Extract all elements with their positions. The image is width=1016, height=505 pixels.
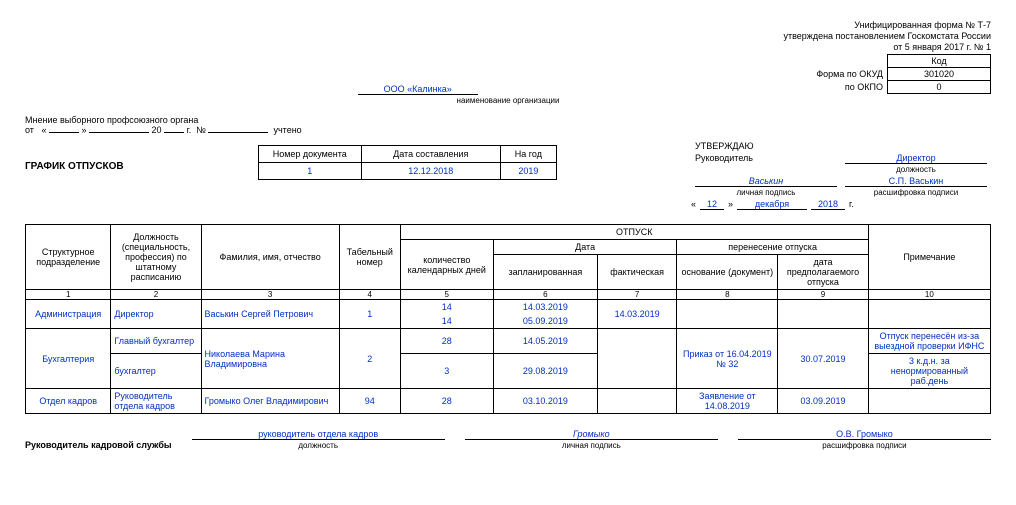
opinion-day [49, 132, 79, 133]
opinion-ot: от [25, 125, 34, 135]
footer-label: Руководитель кадровой службы [25, 440, 172, 450]
col-4: Табельный номер [339, 225, 400, 290]
meta-v2: 12.12.2018 [361, 163, 500, 180]
col-3: Фамилия, имя, отчество [201, 225, 339, 290]
meta-h3: На год [500, 146, 556, 163]
opinion-year [164, 132, 184, 133]
org-sublabel: наименование организации [457, 96, 560, 105]
form-line2: утверждена постановлением Госкомстата Ро… [783, 31, 991, 42]
opinion-uchteno: учтено [273, 125, 301, 135]
q1: « [41, 125, 46, 135]
approve-year: 2018 [811, 199, 845, 210]
approve-title: УТВЕРЖДАЮ [691, 141, 841, 151]
doc-meta-table: Номер документа Дата составления На год … [258, 145, 557, 180]
approve-sign-label: личная подпись [737, 188, 796, 197]
okpo-value: 0 [888, 81, 991, 94]
approve-position: Директор [845, 153, 987, 164]
approve-decode: С.П. Васькин [845, 176, 987, 187]
col-9: дата предполагаемого отпуска [778, 255, 869, 290]
meta-v3: 2019 [500, 163, 556, 180]
approve-day: 12 [700, 199, 724, 210]
col-perenos: перенесение отпуска [677, 240, 868, 255]
col-5: количество календарных дней [400, 240, 493, 290]
col-data: Дата [493, 240, 677, 255]
opinion-month [89, 132, 149, 133]
footer-sign-label: личная подпись [562, 441, 621, 450]
col-10: Примечание [868, 225, 990, 290]
approve-block: УТВЕРЖДАЮ Руководитель Директордолжность… [691, 141, 991, 212]
meta-h1: Номер документа [258, 146, 361, 163]
okud-value: 301020 [888, 68, 991, 81]
opinion-line1: Мнение выборного профсоюзного органа [25, 115, 198, 125]
approve-ruk: Руководитель [691, 153, 841, 174]
col-7: фактическая [597, 255, 677, 290]
approve-decode-label: расшифровка подписи [874, 188, 958, 197]
col-6: запланированная [493, 255, 597, 290]
approve-sign: Васькин [695, 176, 837, 187]
opinion-g: г. [187, 125, 192, 135]
approve-g: г. [849, 199, 854, 210]
kod-label: Код [888, 55, 991, 68]
meta-v1: 1 [258, 163, 361, 180]
approve-month: декабря [737, 199, 807, 210]
q2: » [82, 125, 87, 135]
org-name: ООО «Калинка» [358, 84, 478, 95]
form-line1: Унифицированная форма № Т-7 [783, 20, 991, 31]
okud-label: Форма по ОКУД [810, 68, 887, 81]
col-1: Структурное подразделение [26, 225, 111, 290]
footer-block: Руководитель кадровой службы руководител… [25, 429, 991, 450]
col-8: основание (документ) [677, 255, 778, 290]
opinion-block: Мнение выборного профсоюзного органа от … [25, 115, 991, 135]
opinion-numval [208, 132, 268, 133]
col-otpusk: ОТПУСК [400, 225, 868, 240]
form-line3: от 5 января 2017 г. № 1 [783, 42, 991, 53]
meta-h2: Дата составления [361, 146, 500, 163]
footer-sign: Громыко [465, 429, 718, 440]
vacation-table: Структурное подразделение Должность (спе… [25, 224, 991, 414]
col-2: Должность (специальность, профессия) по … [111, 225, 201, 290]
table-row: Администрация Директор Васькин Сергей Пе… [26, 300, 991, 315]
footer-pos: руководитель отдела кадров [192, 429, 445, 440]
opinion-year-prefix: 20 [152, 125, 162, 135]
table-row: Бухгалтерия Главный бухгалтер Николаева … [26, 329, 991, 354]
okpo-label: по ОКПО [810, 81, 887, 94]
code-table: Код Форма по ОКУД301020 по ОКПО0 [810, 54, 991, 94]
form-header: Унифицированная форма № Т-7 утверждена п… [783, 20, 991, 52]
footer-decode-label: расшифровка подписи [822, 441, 906, 450]
opinion-num: № [196, 125, 206, 135]
footer-decode: О.В. Громыко [738, 429, 991, 440]
doc-title: ГРАФИК ОТПУСКОВ [25, 161, 124, 172]
approve-pos-label: должность [896, 165, 936, 174]
table-row: Отдел кадров Руководитель отдела кадров … [26, 389, 991, 414]
footer-pos-label: должность [298, 441, 338, 450]
